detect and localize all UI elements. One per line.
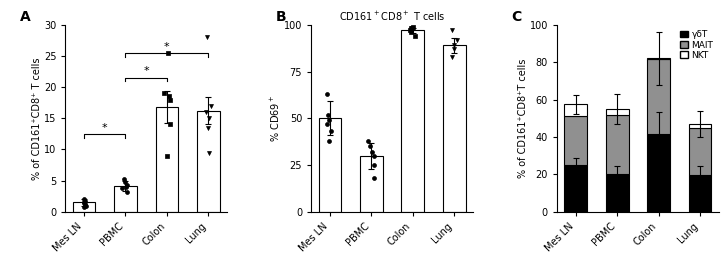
Point — [448, 43, 460, 48]
Point — [322, 112, 333, 117]
Point — [116, 186, 128, 190]
Point — [202, 35, 213, 39]
Point — [79, 202, 91, 207]
Bar — [605, 109, 629, 114]
Point — [366, 150, 378, 154]
Text: C: C — [512, 10, 522, 24]
Point — [78, 200, 89, 204]
Point — [369, 163, 380, 167]
Bar — [564, 104, 587, 116]
Point — [162, 153, 174, 158]
Point — [78, 201, 90, 205]
Bar — [688, 124, 711, 128]
Point — [368, 176, 380, 180]
Point — [120, 180, 131, 184]
Bar — [155, 107, 179, 212]
Point — [323, 118, 335, 122]
Point — [364, 144, 375, 148]
Point — [118, 177, 129, 182]
Point — [163, 51, 174, 55]
Point — [163, 97, 175, 102]
Point — [121, 185, 132, 189]
Bar — [401, 30, 424, 212]
Point — [321, 122, 333, 126]
Point — [407, 24, 419, 29]
Point — [446, 54, 458, 59]
Point — [325, 129, 337, 134]
Point — [164, 122, 176, 127]
Point — [362, 139, 374, 143]
Point — [409, 34, 421, 38]
Bar — [605, 174, 629, 212]
Bar — [73, 202, 96, 212]
Point — [205, 104, 217, 108]
Point — [404, 28, 415, 32]
Bar — [647, 58, 670, 59]
Legend: γδT, MAIT, NKT: γδT, MAIT, NKT — [679, 29, 714, 61]
Point — [121, 183, 133, 187]
Point — [203, 150, 215, 155]
Title: CD161$^+$CD8$^+$ T cells: CD161$^+$CD8$^+$ T cells — [339, 9, 445, 23]
Point — [80, 203, 91, 208]
Bar — [197, 111, 220, 212]
Point — [405, 30, 417, 34]
Text: *: * — [144, 67, 149, 76]
Bar — [688, 128, 711, 175]
Bar — [647, 59, 670, 134]
Text: *: * — [102, 123, 107, 133]
Y-axis label: % of CD161⁺CD8⁺ T cells: % of CD161⁺CD8⁺ T cells — [33, 57, 42, 180]
Bar — [114, 186, 137, 212]
Bar — [319, 118, 341, 212]
Point — [202, 125, 213, 130]
Bar — [647, 134, 670, 212]
Bar — [564, 116, 587, 165]
Point — [451, 37, 462, 42]
Point — [200, 110, 212, 114]
Point — [448, 47, 460, 51]
Bar — [564, 165, 587, 212]
Point — [121, 189, 133, 194]
Point — [203, 116, 215, 120]
Point — [78, 205, 90, 209]
Point — [405, 25, 417, 30]
Text: A: A — [20, 10, 30, 24]
Point — [78, 197, 89, 202]
Point — [446, 28, 458, 32]
Point — [324, 139, 335, 143]
Point — [79, 198, 91, 203]
Text: *: * — [164, 42, 170, 51]
Y-axis label: % CD69$^+$: % CD69$^+$ — [269, 95, 282, 142]
Text: B: B — [276, 10, 286, 24]
Point — [158, 91, 170, 95]
Point — [406, 26, 417, 31]
Point — [163, 94, 175, 99]
Y-axis label: % of CD161⁺CD8⁺T cells: % of CD161⁺CD8⁺T cells — [518, 59, 529, 178]
Point — [368, 153, 380, 158]
Bar — [443, 45, 465, 212]
Bar — [605, 114, 629, 174]
Bar — [360, 156, 383, 212]
Point — [322, 92, 333, 96]
Bar — [688, 175, 711, 212]
